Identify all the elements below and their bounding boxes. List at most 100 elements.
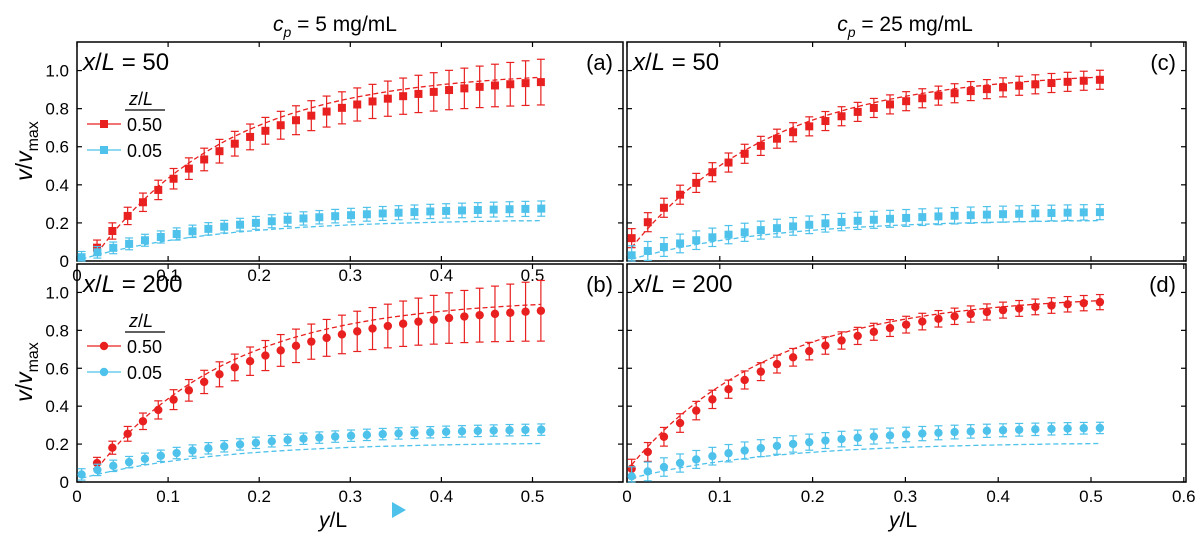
data-point	[475, 82, 484, 91]
data-point	[966, 427, 975, 436]
data-point	[108, 226, 117, 235]
data-point	[473, 205, 482, 214]
data-point	[536, 78, 545, 87]
data-point	[220, 222, 229, 231]
data-point	[659, 203, 668, 212]
y-axis-label-bottom: v/vmax	[11, 342, 42, 402]
legend-label: 0.05	[127, 141, 162, 161]
x-tick-label: 0.1	[708, 487, 732, 506]
data-point	[692, 178, 701, 187]
column-title-right: cp = 25 mg/mL	[837, 13, 973, 40]
data-point	[473, 426, 483, 436]
data-point	[901, 320, 911, 329]
data-point	[982, 426, 992, 436]
panel-b: 0 0.2 0.4 0.6 0.8 1.0 0 0.1 0.2 0.3 0.4 0.5 x/L = 20…	[45, 263, 624, 506]
y-axis-label-top: v/vmax	[11, 121, 42, 181]
data-point	[441, 427, 451, 436]
data-point	[756, 367, 766, 376]
data-point	[184, 164, 193, 173]
data-point	[1047, 424, 1056, 434]
data-point	[789, 128, 798, 137]
data-point	[123, 211, 132, 220]
data-point	[708, 451, 717, 461]
data-point	[245, 356, 255, 366]
data-point	[77, 253, 86, 262]
y-tick-label: 0.2	[45, 435, 69, 454]
series-blue	[627, 421, 1105, 483]
legend-label: 0.50	[127, 115, 162, 135]
data-point	[322, 333, 331, 343]
data-point	[788, 439, 798, 449]
data-point	[821, 219, 830, 228]
data-point	[429, 87, 438, 96]
data-point	[383, 94, 392, 103]
data-point	[772, 441, 782, 451]
data-point	[934, 314, 943, 324]
data-point	[337, 103, 346, 112]
data-point	[772, 359, 782, 369]
data-point	[756, 226, 765, 235]
y-tick-label: 1.0	[45, 283, 69, 302]
data-point	[236, 220, 245, 229]
data-point	[805, 220, 814, 229]
data-point	[1031, 425, 1040, 434]
data-point	[125, 239, 134, 248]
data-point	[154, 185, 163, 194]
data-point	[805, 437, 814, 447]
data-point	[756, 141, 765, 150]
data-point	[138, 417, 148, 426]
data-point	[821, 341, 830, 350]
data-point	[869, 215, 878, 224]
data-point	[362, 430, 372, 440]
data-point	[457, 427, 467, 436]
data-point	[724, 230, 733, 239]
data-point	[138, 198, 147, 207]
data-point	[837, 112, 846, 121]
data-point	[315, 213, 324, 222]
data-point	[643, 467, 652, 476]
data-point	[885, 214, 894, 223]
series-blue	[77, 423, 546, 481]
legend-marker	[100, 120, 108, 128]
data-point	[93, 465, 102, 475]
data-point	[235, 440, 245, 449]
data-point	[521, 204, 530, 213]
data-point	[346, 431, 356, 440]
x-tick-label: 0.2	[801, 487, 825, 506]
x-tick-label: 0.4	[430, 266, 454, 285]
data-point	[368, 324, 377, 333]
data-point	[659, 432, 669, 441]
data-point	[853, 331, 862, 341]
data-point	[837, 218, 846, 227]
data-point	[124, 457, 134, 467]
data-point	[1095, 75, 1104, 84]
y-tick-label: 0	[60, 473, 69, 492]
data-point	[347, 211, 356, 220]
data-point	[724, 158, 733, 167]
y-tick-label: 0	[60, 252, 69, 271]
data-point	[261, 126, 270, 135]
data-point	[934, 91, 943, 100]
data-point	[230, 363, 239, 372]
data-point	[291, 341, 301, 351]
data-point	[184, 386, 194, 395]
x-tick-label: 0.4	[430, 487, 454, 506]
data-point	[506, 80, 515, 89]
data-point	[853, 216, 862, 225]
data-point	[92, 458, 102, 468]
x-tick-label: 0	[72, 487, 81, 506]
data-point	[902, 213, 911, 222]
data-point	[399, 92, 408, 101]
data-point	[627, 251, 636, 260]
x-tick-label: 0.6	[1172, 487, 1196, 506]
data-point	[772, 224, 781, 233]
series-blue	[627, 203, 1104, 262]
panel-frame	[626, 41, 1187, 262]
data-point	[950, 89, 959, 98]
y-tick-label: 0.8	[45, 100, 69, 119]
data-point	[1079, 298, 1088, 308]
data-point	[675, 458, 685, 468]
y-tick-label: 0.6	[45, 138, 69, 157]
data-point	[283, 435, 292, 445]
data-point	[724, 449, 733, 458]
